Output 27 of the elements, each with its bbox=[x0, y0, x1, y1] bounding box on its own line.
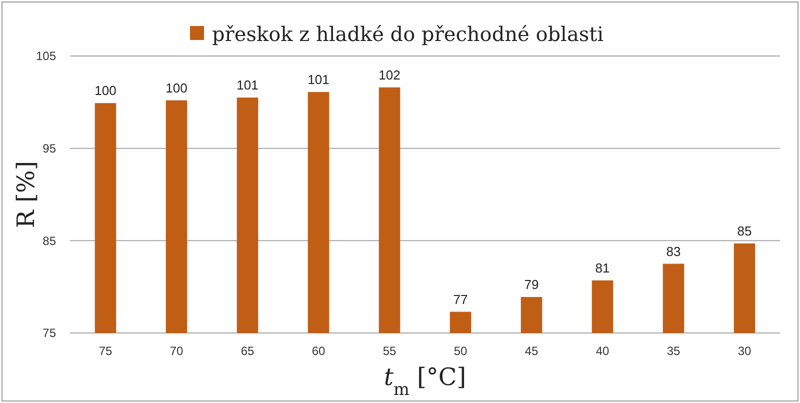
y-axis-title: R [%] bbox=[12, 160, 40, 228]
y-tick-label: 85 bbox=[42, 234, 56, 248]
legend-label: přeskok z hladké do přechodné oblasti bbox=[212, 22, 604, 46]
x-tick-label: 40 bbox=[596, 344, 610, 358]
data-label: 101 bbox=[308, 72, 330, 88]
x-axis-title: t$_{m}$ [°C] bbox=[384, 363, 466, 399]
x-tick-label: 75 bbox=[98, 344, 112, 358]
data-label: 83 bbox=[666, 244, 681, 259]
data-label: 100 bbox=[94, 83, 116, 98]
x-tick-label: 35 bbox=[666, 344, 680, 358]
data-label: 79 bbox=[524, 276, 539, 292]
x-tick-label: 30 bbox=[738, 344, 752, 358]
x-tick-label: 50 bbox=[454, 344, 468, 358]
x-tick-label: 45 bbox=[524, 344, 538, 358]
data-label: 77 bbox=[453, 292, 468, 307]
data-label: 81 bbox=[595, 260, 610, 276]
x-tick-label: 60 bbox=[312, 344, 326, 358]
data-label: 102 bbox=[378, 67, 400, 82]
data-label: 85 bbox=[737, 223, 752, 238]
x-tick-label: 55 bbox=[382, 344, 396, 358]
data-label: 100 bbox=[166, 80, 188, 96]
data-label: 101 bbox=[236, 78, 258, 93]
y-tick-label: 95 bbox=[42, 142, 56, 156]
x-tick-label: 65 bbox=[240, 344, 254, 358]
y-tick-label: 105 bbox=[36, 49, 56, 64]
x-tick-label: 70 bbox=[170, 344, 184, 358]
y-tick-label: 75 bbox=[42, 326, 56, 340]
